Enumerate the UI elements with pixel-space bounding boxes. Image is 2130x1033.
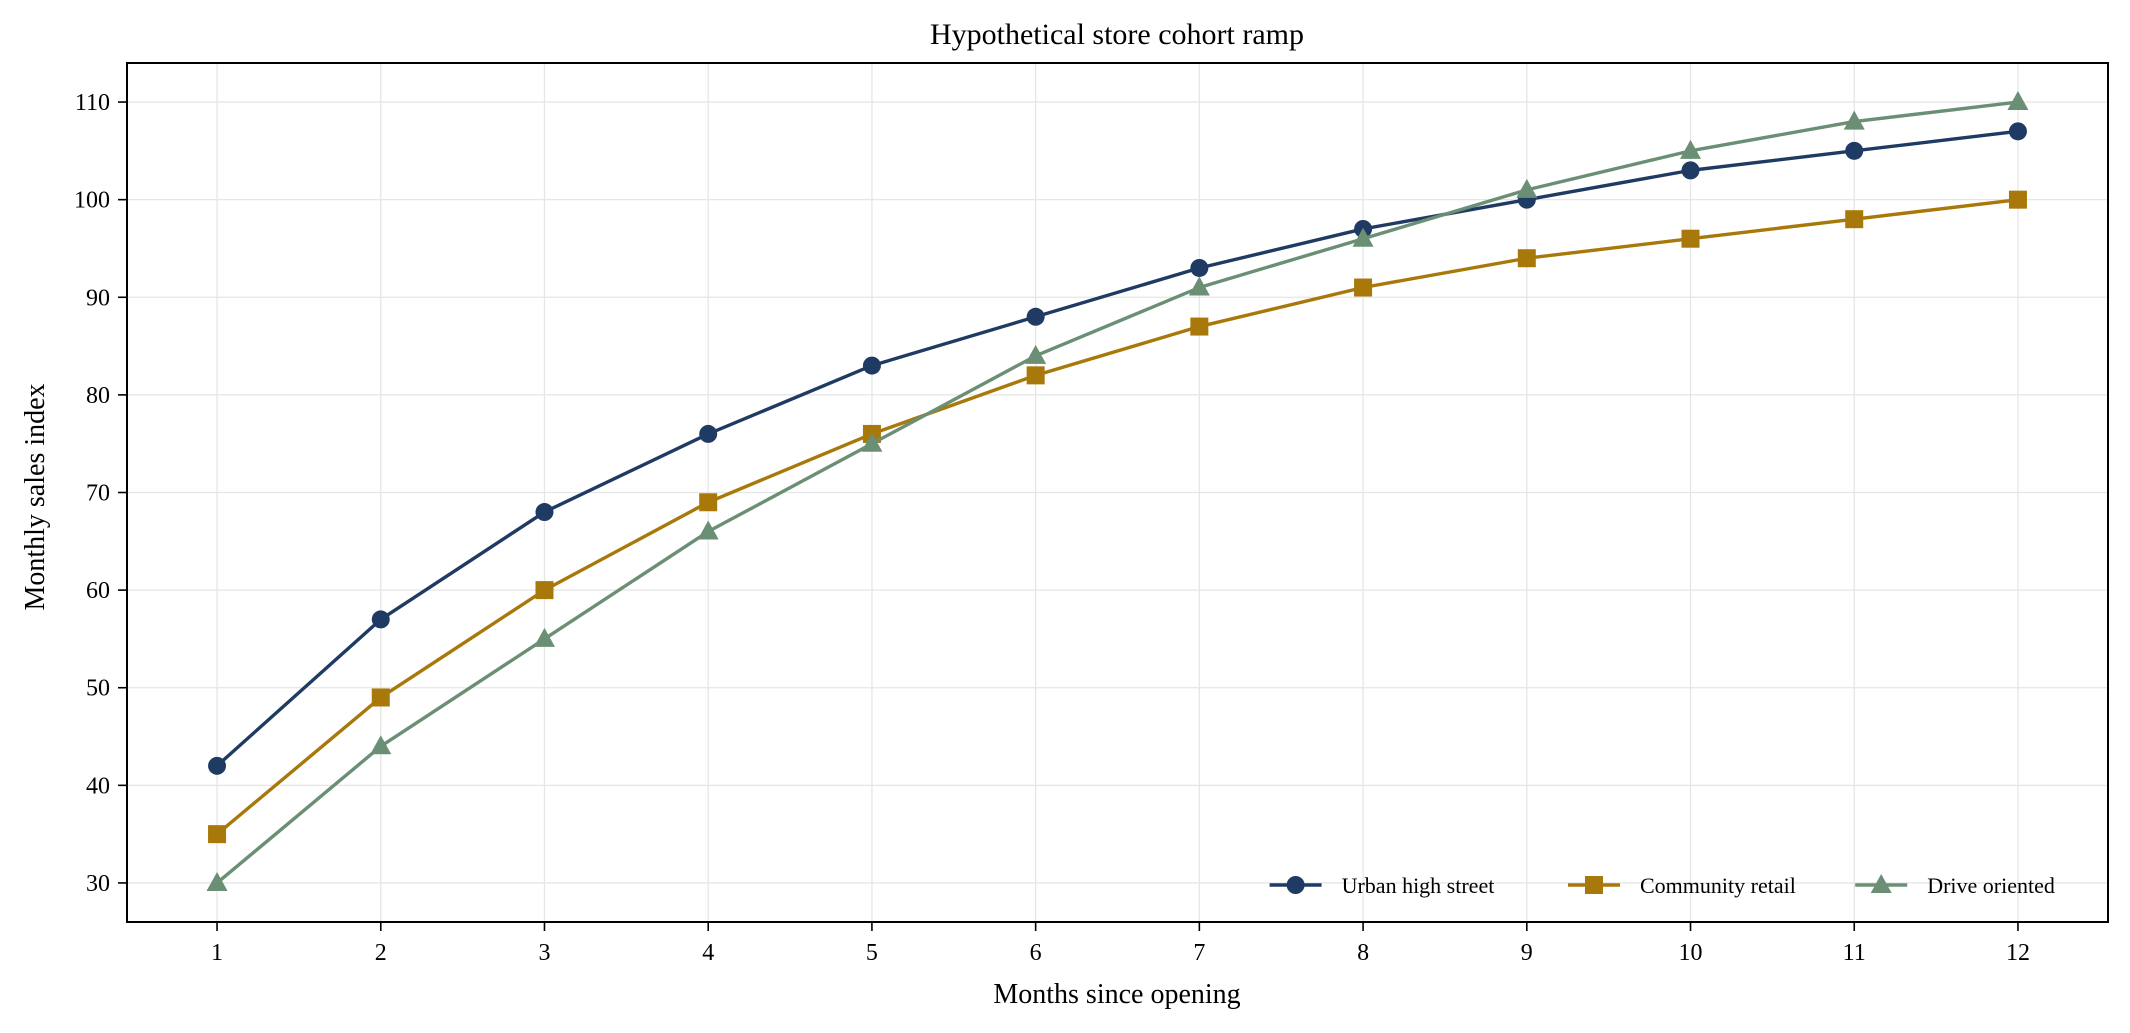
legend-marker [1286, 876, 1305, 894]
data-point [370, 735, 392, 755]
data-point [2007, 91, 2029, 111]
series-line [215, 129, 2019, 768]
x-tick-label: 10 [1679, 940, 1703, 966]
data-point [371, 610, 390, 629]
data-point [1188, 276, 1210, 296]
x-tick-label: 12 [2006, 940, 2030, 966]
y-tick-label: 90 [86, 285, 110, 311]
series-line [215, 100, 2019, 885]
data-point [1352, 227, 1374, 247]
data-point [699, 493, 718, 512]
legend-label: Drive oriented [1927, 873, 2055, 898]
legend: Urban high street Community retail Drive o… [1269, 873, 2055, 898]
y-tick-label: 110 [75, 90, 110, 116]
series-line [215, 197, 2019, 836]
y-tick-label: 40 [86, 773, 110, 799]
x-tick-label: 7 [1193, 940, 1205, 966]
series-drive-oriented [206, 91, 2029, 891]
y-tick-label: 80 [86, 383, 110, 409]
data-point [1026, 366, 1045, 385]
data-point [533, 627, 555, 647]
data-point [697, 520, 719, 540]
series-community-retail [208, 190, 2027, 844]
x-tick-label: 6 [1030, 940, 1042, 966]
y-tick-label: 50 [86, 676, 110, 702]
data-point [2008, 122, 2027, 141]
data-point [862, 356, 881, 375]
legend-item: Urban high street [1269, 873, 1495, 898]
data-point [535, 503, 554, 522]
data-point [2008, 190, 2027, 209]
data-point [1681, 229, 1700, 248]
data-point [1190, 317, 1209, 336]
series-layer [206, 91, 2029, 891]
chart-title: Hypothetical store cohort ramp [930, 18, 1304, 51]
data-point [206, 871, 228, 891]
legend-label: Urban high street [1342, 873, 1495, 898]
data-point [535, 581, 554, 600]
data-point [1516, 178, 1538, 198]
x-tick-label: 8 [1357, 940, 1369, 966]
legend-item: Community retail [1568, 873, 1796, 898]
data-point [1680, 139, 1702, 159]
data-point [1681, 161, 1700, 180]
x-tick-label: 11 [1843, 940, 1866, 966]
data-point [1517, 249, 1536, 268]
legend-marker [1870, 874, 1892, 893]
y-axis-title: Monthly sales index [20, 383, 51, 610]
x-tick-label: 2 [375, 940, 387, 966]
data-point [371, 688, 390, 707]
x-tick-label: 1 [211, 940, 223, 966]
data-point [1025, 344, 1047, 364]
x-tick-label: 3 [538, 940, 550, 966]
data-point [699, 424, 718, 443]
x-axis-title: Months since opening [993, 979, 1240, 1010]
data-point [208, 825, 227, 844]
data-point [1843, 110, 1865, 130]
data-point [1354, 278, 1373, 297]
data-point [1190, 258, 1209, 277]
data-point [1026, 307, 1045, 326]
x-tick-label: 9 [1521, 940, 1533, 966]
y-tick-label: 30 [86, 871, 110, 897]
y-tick-label: 100 [74, 188, 110, 214]
legend-item: Drive oriented [1855, 873, 2055, 898]
legend-label: Community retail [1640, 873, 1796, 898]
x-tick-label: 5 [866, 940, 878, 966]
y-tick-label: 70 [86, 481, 110, 507]
data-point [1845, 210, 1864, 229]
x-tick-label: 4 [702, 940, 714, 966]
y-tick-label: 60 [86, 578, 110, 604]
data-point [861, 432, 883, 452]
data-point [1845, 141, 1864, 160]
data-point [208, 756, 227, 775]
legend-marker [1585, 876, 1603, 894]
